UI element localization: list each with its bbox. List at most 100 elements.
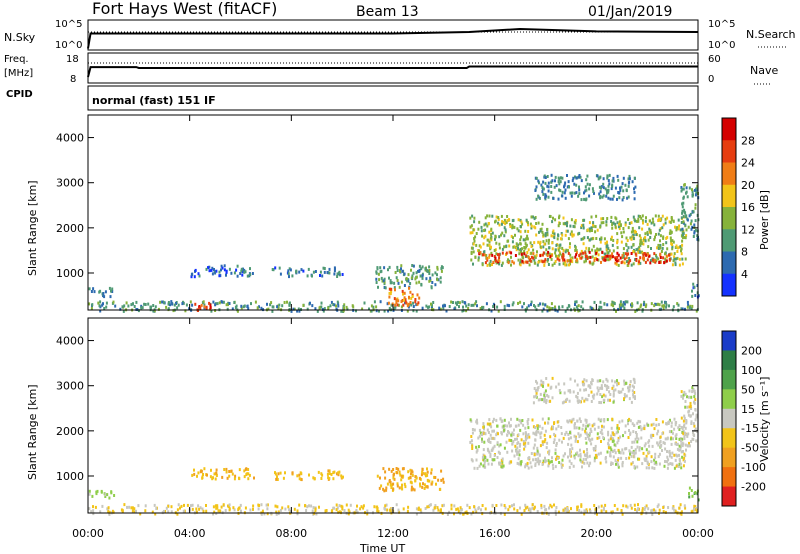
velocity-cell-5 xyxy=(547,417,550,421)
power-cell-7 xyxy=(483,229,486,232)
power-cell-7 xyxy=(472,242,475,246)
velocity-cell-0 xyxy=(566,507,568,510)
velocity-cell-7 xyxy=(693,390,696,394)
velocity-cell-5 xyxy=(607,438,610,442)
velocity-cell-5 xyxy=(570,420,573,424)
velocity-cell-5 xyxy=(493,429,495,433)
velocity-cell-5 xyxy=(527,441,530,445)
velocity-cell-5 xyxy=(526,463,529,467)
velocity-cell-6 xyxy=(614,388,617,392)
velocity-cell-0 xyxy=(690,510,693,514)
velocity-cell-5 xyxy=(574,422,576,426)
power-cell-7 xyxy=(486,238,489,242)
velocity-cell-0 xyxy=(441,504,444,508)
velocity-cell-0 xyxy=(275,512,278,516)
velocity-cell-5 xyxy=(678,448,681,452)
velocity-cell-0 xyxy=(92,505,94,509)
velocity-cell-0 xyxy=(651,513,654,516)
velocity-cell-5 xyxy=(483,427,485,431)
power-cell-0 xyxy=(665,305,668,309)
velocity-cell-5 xyxy=(666,436,669,440)
velocity-cell-0 xyxy=(349,503,352,507)
velocity-cell-2 xyxy=(245,467,248,471)
velocity-cell-5 xyxy=(515,449,518,453)
power-cell-4 xyxy=(312,270,315,274)
velocity-cell-5 xyxy=(545,446,548,450)
power-cell-8 xyxy=(508,250,511,254)
power-cell-5 xyxy=(378,278,381,282)
power-cell-9 xyxy=(633,187,635,191)
power-cell-5 xyxy=(434,271,437,275)
power-cell-8 xyxy=(497,253,499,257)
power-cell-6 xyxy=(401,289,404,293)
velocity-cell-0 xyxy=(597,505,600,509)
velocity-cell-5 xyxy=(632,449,635,453)
velocity-cell-0 xyxy=(179,506,181,510)
power-cell-4 xyxy=(323,270,326,274)
velocity-cell-6 xyxy=(624,395,626,399)
power-cell-0 xyxy=(412,301,415,305)
power-cell-10 xyxy=(690,219,693,223)
power-cell-7 xyxy=(637,217,640,221)
power-cell-7 xyxy=(521,254,524,258)
velocity-cell-0 xyxy=(336,506,339,510)
power-cell-0 xyxy=(467,303,470,307)
velocity-cell-4 xyxy=(392,468,395,471)
velocity-cell-0 xyxy=(481,512,484,516)
power-cell-5 xyxy=(439,280,442,284)
power-cell-0 xyxy=(288,303,291,307)
power-cell-1 xyxy=(209,307,212,311)
power-cell-5 xyxy=(388,276,390,280)
power-cell-0 xyxy=(383,309,386,313)
velocity-cell-0 xyxy=(533,507,536,511)
power-cell-7 xyxy=(532,248,535,252)
velocity-cell-7 xyxy=(694,398,697,402)
velocity-cell-5 xyxy=(483,462,486,466)
velocity-cell-4 xyxy=(393,477,396,481)
velocity-cell-5 xyxy=(609,451,612,454)
power-cell-7 xyxy=(574,246,577,250)
velocity-cell-5 xyxy=(493,458,496,462)
power-cell-7 xyxy=(672,240,675,244)
power-cell-0 xyxy=(655,302,658,306)
velocity-cell-5 xyxy=(543,433,546,437)
velocity-cell-0 xyxy=(671,506,674,510)
velocity-cell-5 xyxy=(517,450,520,454)
velocity-cell-5 xyxy=(675,437,678,440)
velocity-cell-6 xyxy=(633,391,636,394)
power-cell-7 xyxy=(583,218,586,222)
power-cell-9 xyxy=(616,174,619,178)
velocity-cell-5 xyxy=(475,458,478,462)
power-cell-8 xyxy=(539,254,542,258)
power-cell-0 xyxy=(397,303,400,307)
power-cell-7 xyxy=(479,245,482,249)
line-layer xyxy=(87,27,699,78)
velocity-cell-0 xyxy=(228,507,231,511)
power-cell-7 xyxy=(574,221,577,225)
power-cell-7 xyxy=(669,236,672,240)
power-cell-7 xyxy=(533,217,536,221)
velocity-cell-6 xyxy=(596,379,599,383)
power-cell-5 xyxy=(436,273,438,277)
velocity-cell-0 xyxy=(199,506,202,510)
velocity-cell-4 xyxy=(388,467,391,471)
power-cell-7 xyxy=(491,263,493,266)
power-cell-7 xyxy=(546,259,549,263)
power-cell-0 xyxy=(499,300,502,304)
power-cell-8 xyxy=(523,252,526,256)
power-cell-7 xyxy=(617,263,620,267)
power-cell-6 xyxy=(409,290,412,294)
power-cell-9 xyxy=(619,188,622,192)
power-cell-7 xyxy=(558,250,561,254)
velocity-cell-2 xyxy=(228,470,231,473)
power-cell-0 xyxy=(88,302,91,306)
velocity-cell-5 xyxy=(609,437,612,441)
power-cell-3 xyxy=(235,268,238,272)
freq-label-line2: [MHz] xyxy=(4,68,33,79)
time-tick-label: 20:00 xyxy=(580,527,612,540)
velocity-cell-4 xyxy=(399,473,402,477)
velocity-cell-0 xyxy=(641,509,644,513)
velocity-cell-4 xyxy=(419,482,421,486)
velocity-cell-6 xyxy=(623,379,626,383)
